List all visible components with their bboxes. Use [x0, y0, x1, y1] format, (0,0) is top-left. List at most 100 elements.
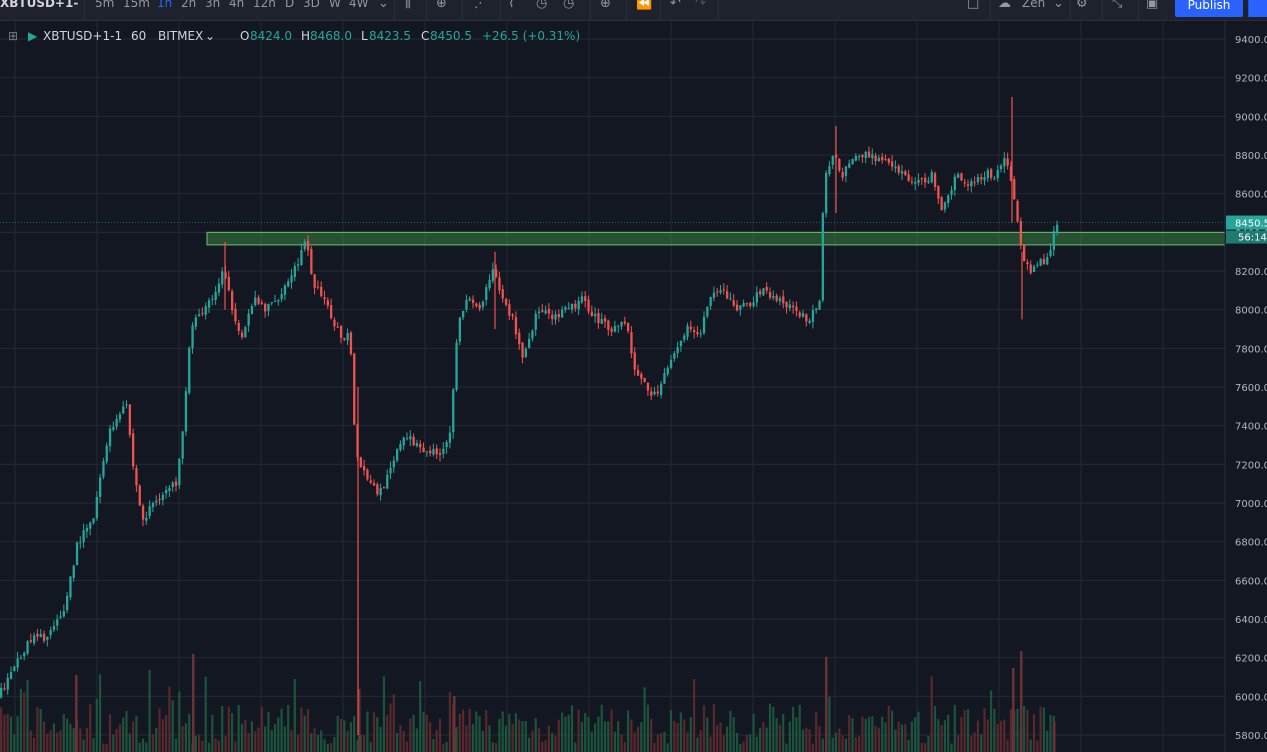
volume-bar	[1029, 739, 1032, 752]
timeframe-12h[interactable]: 12h	[253, 0, 276, 10]
candle-body	[603, 318, 607, 322]
undo-icon[interactable]: ↶	[670, 0, 681, 11]
replay-icon[interactable]: ◷	[563, 0, 575, 11]
publish-button[interactable]: Publish	[1175, 0, 1243, 17]
volume-bar	[854, 737, 857, 752]
timeframe-d[interactable]: D	[285, 0, 295, 10]
volume-bar	[240, 723, 244, 752]
candle-body	[815, 308, 818, 311]
candle-body	[39, 633, 42, 638]
add-alert-icon[interactable]: ⊕	[600, 0, 611, 11]
candle-body	[148, 506, 151, 517]
volume-bar	[112, 734, 115, 752]
camera-icon[interactable]: ▣	[1146, 0, 1159, 11]
chevron-down-icon[interactable]: ⌄	[205, 29, 216, 43]
volume-bar	[653, 742, 656, 752]
candle-body	[280, 294, 283, 300]
gear-icon[interactable]: ⚙	[1076, 0, 1088, 11]
volume-bar	[709, 736, 712, 752]
volume-bar	[141, 738, 145, 752]
volume-bar	[56, 732, 59, 752]
volume-bar	[168, 686, 171, 752]
candle-body	[943, 202, 947, 210]
financials-icon[interactable]: ⌇	[508, 0, 515, 11]
price-tick-label: 8000.0	[1235, 306, 1267, 317]
volume-bar	[907, 739, 910, 752]
timeframe-5m[interactable]: 5m	[95, 0, 115, 10]
timeframe-w[interactable]: W	[329, 0, 341, 10]
compare-icon[interactable]: ⋰	[474, 0, 487, 11]
volume-bar	[75, 675, 78, 752]
volume-bar	[511, 724, 514, 752]
candle-body	[161, 494, 164, 500]
volume-bar	[504, 725, 508, 752]
volume-bar	[290, 730, 293, 752]
volume-bar	[145, 742, 148, 752]
candle-body	[570, 303, 574, 310]
volume-bar	[6, 713, 9, 752]
candle-body	[867, 151, 871, 158]
volume-bar	[755, 736, 758, 752]
symbol-search-button[interactable]: XBTUSD+1-	[0, 0, 79, 10]
toolbar-divider	[718, 0, 719, 20]
legend-open-value: 8424.0	[250, 29, 292, 43]
volume-bar	[409, 718, 412, 752]
fullscreen-icon[interactable]: ⤡	[1112, 0, 1123, 11]
candle-body	[762, 288, 765, 296]
volume-bar	[643, 687, 646, 752]
candle-body	[630, 332, 633, 354]
publish-menu-icon[interactable]	[1248, 0, 1267, 17]
timeframe-15m[interactable]: 15m	[123, 0, 150, 10]
candle-body	[653, 391, 656, 395]
candle-style-icon[interactable]: ⫼	[405, 0, 411, 11]
volume-bar	[59, 730, 62, 752]
volume-bar	[422, 711, 425, 752]
candle-body	[554, 314, 557, 320]
volume-bar	[528, 737, 531, 752]
legend-exchange[interactable]: BITMEX	[158, 29, 204, 43]
volume-bar	[369, 741, 372, 752]
candle-body	[89, 522, 92, 529]
candle-body	[831, 155, 834, 165]
timeframe-3h[interactable]: 3h	[205, 0, 221, 10]
candle-body	[300, 250, 303, 266]
timeframe-1h[interactable]: 1h	[157, 0, 173, 10]
chevron-down-icon[interactable]: ⌄	[1053, 0, 1064, 11]
redo-icon[interactable]: ↷	[695, 0, 706, 11]
timeframe-4w[interactable]: 4W	[349, 0, 369, 10]
candle-body	[1036, 265, 1039, 267]
alert-icon[interactable]: ◷	[536, 0, 548, 11]
candle-body	[392, 460, 395, 468]
timeframe-2h[interactable]: 2h	[181, 0, 197, 10]
layout-icon[interactable]: □	[967, 0, 980, 11]
candle-body	[594, 313, 597, 317]
volume-bar	[808, 729, 811, 752]
volume-bar	[603, 721, 607, 752]
candle-body	[115, 419, 118, 427]
bar-replay-icon[interactable]: ⏪	[636, 0, 653, 11]
candle-body	[66, 595, 69, 611]
indicators-icon[interactable]: ⊕	[436, 0, 447, 11]
volume-bar	[376, 717, 379, 752]
candle-body	[6, 677, 9, 690]
layout-name[interactable]: Zen	[1022, 0, 1046, 10]
candle-body	[940, 197, 943, 211]
chevron-down-icon[interactable]: ⌄	[378, 0, 389, 11]
timeframe-4h[interactable]: 4h	[229, 0, 245, 10]
volume-bar	[471, 724, 475, 752]
candle-body	[528, 338, 531, 348]
price-axis[interactable]	[1225, 20, 1267, 752]
candle-body	[343, 338, 346, 340]
timeframe-3d[interactable]: 3D	[303, 0, 320, 10]
candle-body	[462, 310, 465, 318]
collapse-icon[interactable]: ⊞	[8, 29, 19, 43]
support-zone-rectangle[interactable]	[206, 231, 1226, 246]
candle-body	[471, 299, 475, 304]
price-tick-label: 6400.0	[1235, 615, 1267, 626]
volume-bar	[848, 715, 851, 752]
candle-body	[409, 436, 412, 440]
volume-bar	[198, 734, 201, 752]
volume-bar	[726, 726, 729, 752]
legend-symbol[interactable]: XBTUSD+1-1	[43, 29, 123, 43]
